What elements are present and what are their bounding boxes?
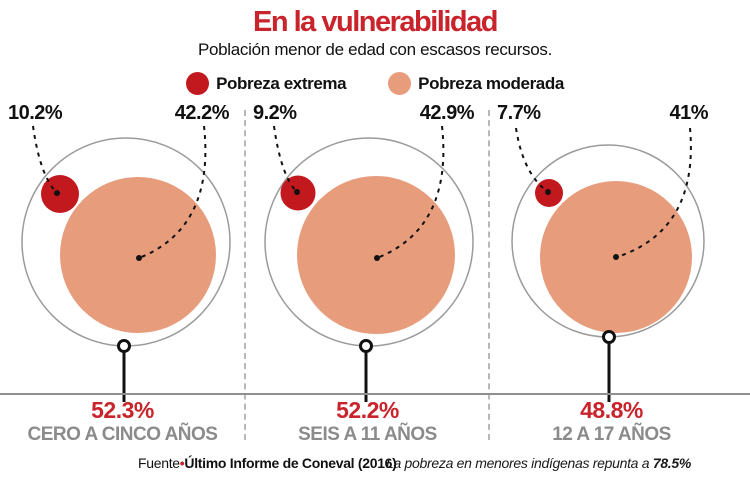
footnote: La pobreza en menores indígenas repunta …: [386, 455, 691, 471]
moderate-pct-label: 42.9%: [419, 102, 475, 124]
moderate-poverty-dot-icon: [388, 72, 412, 95]
chart-group-12-17-anos: 7.7% 41%: [489, 100, 734, 420]
legend: Pobreza extrema Pobreza moderada: [0, 72, 750, 95]
extreme-poverty-dot-icon: [186, 72, 210, 95]
total-pointer-ring: [117, 339, 131, 353]
moderate-callout-dot: [136, 255, 142, 261]
total-block-0-5: 52.3% CERO A CINCO AÑOS: [0, 397, 245, 446]
source-bullet: •: [179, 455, 185, 471]
total-pointer-ring: [602, 330, 616, 344]
source-name: Último Informe de Coneval (2016): [184, 455, 397, 471]
total-block-12-17: 48.8% 12 A 17 AÑOS: [489, 397, 734, 446]
source-credit: Fuente•Último Informe de Coneval (2016): [138, 455, 397, 471]
total-pct-label: 52.2%: [336, 397, 399, 423]
legend-item-moderate: Pobreza moderada: [388, 72, 564, 95]
extreme-pct-label: 10.2%: [8, 102, 63, 124]
legend-item-extreme: Pobreza extrema: [186, 72, 347, 95]
moderate-callout-dot: [613, 254, 619, 260]
chart-group-0-5-anos: 10.2% 42.2%: [0, 100, 245, 420]
legend-label-moderate: Pobreza moderada: [418, 73, 564, 93]
moderate-pct-label: 41%: [669, 102, 708, 124]
extreme-callout-dot: [294, 189, 300, 195]
page-subtitle: Población menor de edad con escasos recu…: [197, 40, 553, 59]
legend-label-extreme: Pobreza extrema: [216, 73, 347, 93]
extreme-pct-label: 7.7%: [497, 102, 541, 124]
source-prefix: Fuente: [138, 455, 180, 471]
bubble-chart-0-5: [21, 125, 231, 402]
extreme-callout-line: [273, 125, 298, 193]
total-block-6-11: 52.2% SEIS A 11 AÑOS: [245, 397, 490, 446]
footnote-figure: 78.5%: [652, 455, 692, 471]
age-group-label: 12 A 17 AÑOS: [552, 424, 671, 445]
moderate-callout-dot: [374, 255, 380, 261]
total-pct-label: 48.8%: [580, 397, 643, 423]
age-group-label: CERO A CINCO AÑOS: [27, 424, 218, 445]
bubble-chart-6-11: [264, 125, 474, 402]
column-separator: [244, 110, 246, 440]
age-group-label: SEIS A 11 AÑOS: [298, 424, 437, 445]
bubble-chart-12-17: [511, 127, 705, 402]
baseline-rule: [0, 393, 750, 395]
extreme-callout-dot: [54, 190, 60, 196]
extreme-poverty-circle: [41, 175, 79, 213]
footnote-text: La pobreza en menores indígenas repunta …: [386, 455, 653, 471]
page-title: En la vulnerabilidad: [253, 6, 498, 38]
total-pointer-ring: [359, 339, 373, 353]
extreme-callout-dot: [545, 189, 551, 195]
moderate-poverty-circle: [60, 177, 216, 333]
total-pct-label: 52.3%: [91, 397, 154, 423]
chart-group-6-11-anos: 9.2% 42.9%: [245, 100, 490, 420]
moderate-pct-label: 42.2%: [174, 102, 230, 124]
extreme-pct-label: 9.2%: [253, 102, 297, 124]
column-separator: [488, 110, 490, 440]
moderate-poverty-circle: [297, 176, 455, 334]
